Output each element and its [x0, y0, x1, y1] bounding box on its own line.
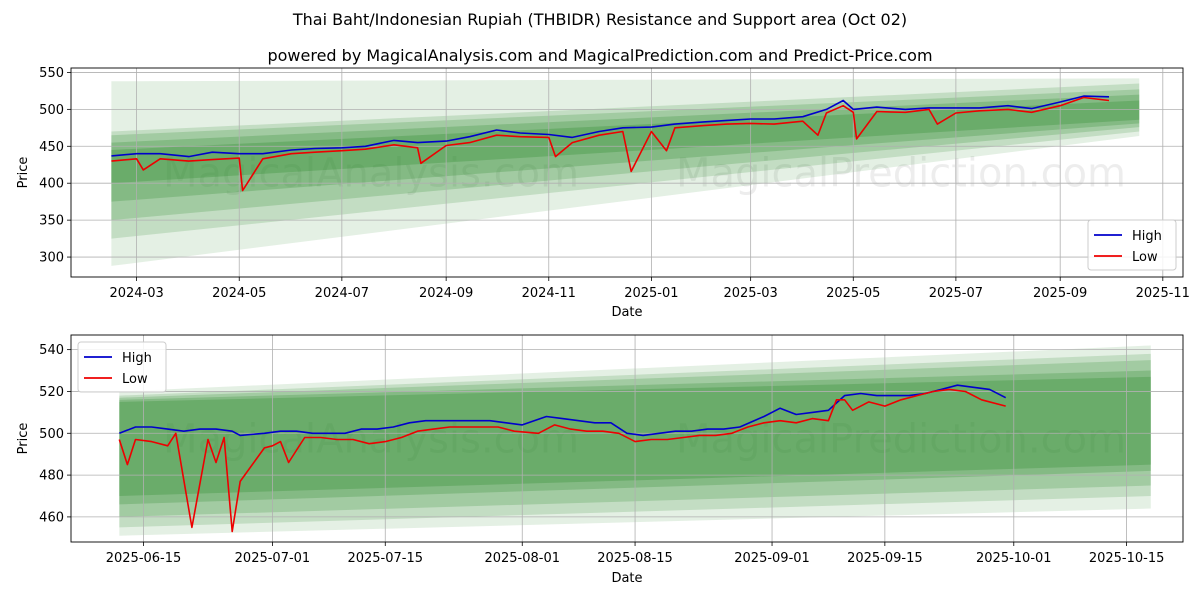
series-line-low — [118, 388, 1006, 533]
bottom-panel: MagicalAnalysis.com MagicalPrediction.com… — [16, 334, 1184, 586]
x-axis-label: Date — [611, 571, 642, 586]
band-layer-3 — [111, 89, 1140, 221]
band-layer-2 — [111, 83, 1140, 239]
y-tick-label: 300 — [39, 251, 64, 266]
legend-label-low: Low — [1132, 250, 1158, 265]
watermark-right: MagicalPrediction.com — [676, 417, 1126, 463]
x-tick-label: 2025-10-15 — [1089, 551, 1165, 566]
y-axis-label: Price — [16, 423, 31, 455]
x-tick-label: 2025-08-01 — [484, 551, 560, 566]
y-tick-label: 450 — [39, 140, 64, 155]
x-tick-label: 2025-07-15 — [347, 551, 423, 566]
x-tick-label: 2025-07-01 — [235, 551, 311, 566]
x-tick-label: 2025-09-01 — [734, 551, 810, 566]
x-tick-label: 2025-10-01 — [976, 551, 1052, 566]
legend-label-high: High — [1132, 229, 1162, 244]
y-tick-label: 400 — [39, 177, 64, 192]
y-tick-label: 350 — [39, 214, 64, 229]
x-tick-label: 2025-08-15 — [597, 551, 673, 566]
y-tick-label: 500 — [39, 103, 64, 118]
legend: High Low — [77, 341, 167, 393]
x-tick-label: 2025-01 — [624, 286, 678, 301]
x-axis-label: Date — [611, 305, 642, 320]
x-tick-label: 2025-03 — [723, 286, 777, 301]
top-panel: MagicalAnalysis.com MagicalPrediction.com… — [16, 66, 1190, 320]
x-tick-label: 2024-07 — [315, 286, 369, 301]
x-tick-label: 2024-03 — [109, 286, 163, 301]
x-tick-label: 2024-05 — [212, 286, 266, 301]
watermark-left: MagicalAnalysis.com — [163, 417, 579, 463]
series-line-low — [111, 96, 1110, 192]
x-tick-label: 2025-09 — [1033, 286, 1087, 301]
y-axis-label: Price — [16, 157, 31, 189]
x-tick-label: 2024-11 — [522, 286, 576, 301]
x-tick-label: 2024-09 — [419, 286, 473, 301]
y-tick-label: 500 — [39, 427, 64, 442]
series-line-high — [119, 384, 1007, 437]
legend: High Low — [1087, 219, 1177, 271]
x-tick-label: 2025-09-15 — [847, 551, 923, 566]
legend-label-low: Low — [122, 372, 148, 387]
y-tick-label: 480 — [39, 469, 64, 484]
x-tick-label: 2025-05 — [826, 286, 880, 301]
plot-frame — [70, 334, 1184, 543]
chart-subtitle: powered by MagicalAnalysis.com and Magic… — [267, 46, 932, 65]
series-line-high — [111, 95, 1110, 158]
y-tick-label: 460 — [39, 510, 64, 525]
y-tick-label: 540 — [39, 343, 64, 358]
plot-frame — [70, 67, 1184, 278]
x-tick-label: 2025-07 — [929, 286, 983, 301]
x-tick-label: 2025-06-15 — [106, 551, 182, 566]
band-layer-1 — [111, 78, 1140, 266]
x-tick-label: 2025-11 — [1136, 286, 1190, 301]
chart-title: Thai Baht/Indonesian Rupiah (THBIDR) Res… — [292, 10, 907, 29]
y-tick-label: 550 — [39, 66, 64, 81]
legend-box — [1087, 219, 1177, 271]
legend-box — [77, 341, 167, 393]
y-tick-label: 520 — [39, 385, 64, 400]
legend-label-high: High — [122, 351, 152, 366]
band-layer-4 — [111, 94, 1140, 202]
